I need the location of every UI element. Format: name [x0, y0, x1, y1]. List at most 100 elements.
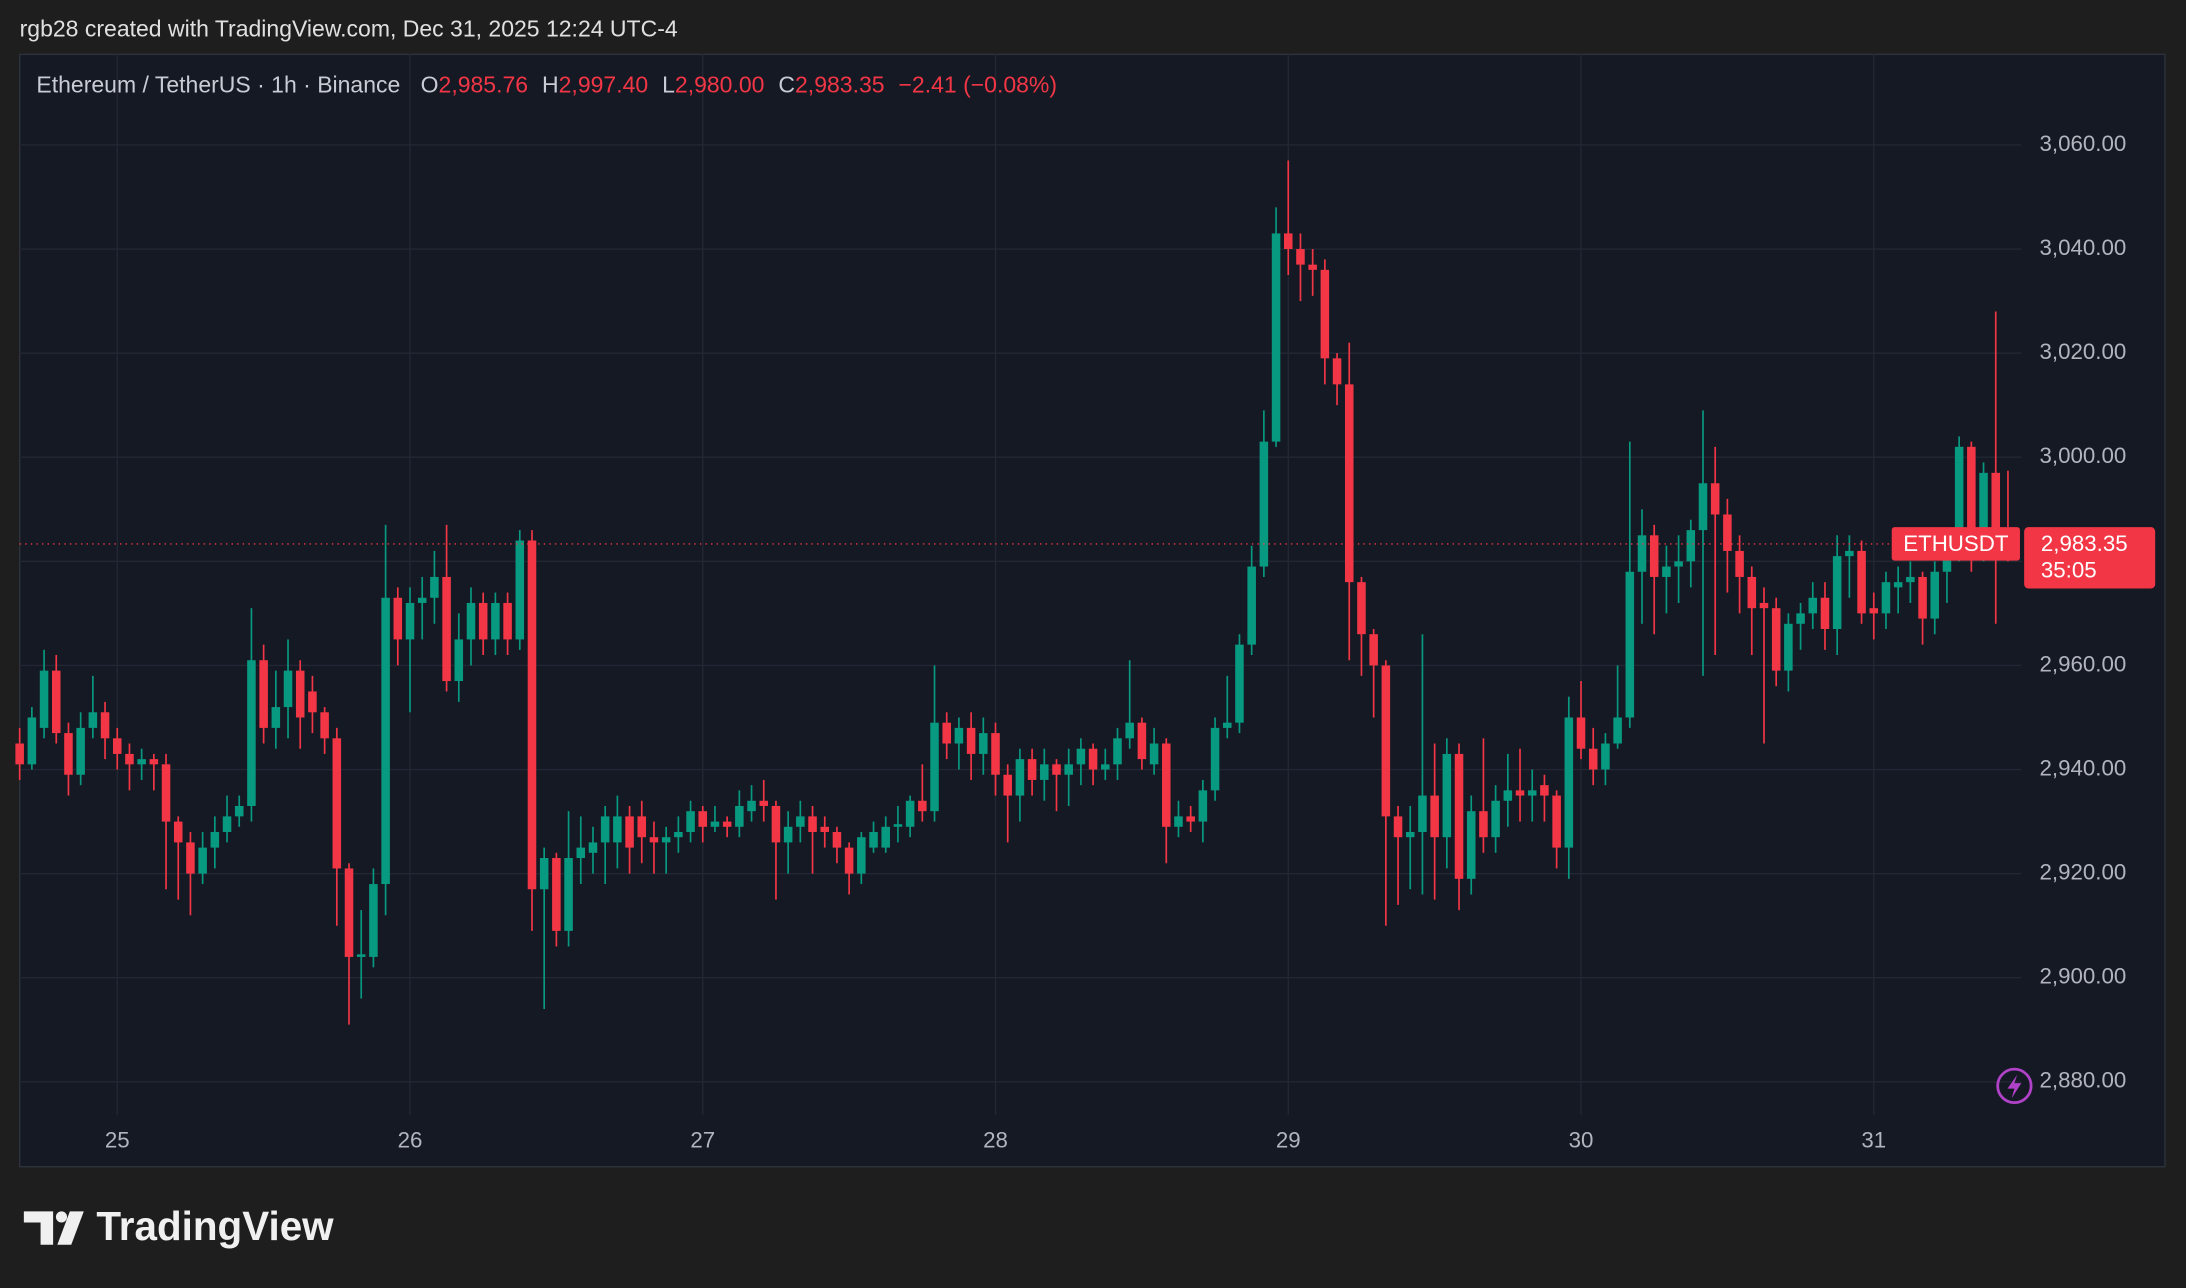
candle-body [1308, 264, 1317, 270]
candle-body [1479, 811, 1488, 838]
candle-body [1771, 608, 1781, 671]
x-tick-label: 26 [398, 1128, 423, 1153]
candle-body [137, 759, 146, 765]
candle-body [1186, 816, 1195, 822]
candle-body [430, 576, 439, 598]
candle-body [1357, 582, 1366, 635]
candle-body [1906, 576, 1915, 583]
candle-body [1540, 785, 1549, 796]
candle-body [332, 738, 342, 869]
symbol-tag-box [1891, 527, 2020, 561]
candles [15, 160, 2022, 1025]
candle-body [1466, 811, 1476, 879]
candle-body [1040, 764, 1049, 780]
candle-body [1369, 634, 1378, 666]
candle-body [210, 831, 220, 848]
y-tick-label: 2,900.00 [2039, 964, 2126, 989]
icon-ring [1996, 1067, 2033, 1104]
candle-body [1893, 582, 1903, 588]
candle-body [1101, 764, 1110, 770]
lightning-icon [1996, 1067, 2033, 1104]
candle-body [674, 831, 683, 838]
brand-logo: TradingView [23, 1203, 334, 1249]
candle-body [771, 805, 781, 843]
y-tick-label: 3,060.00 [2039, 131, 2126, 156]
candle-body [1344, 384, 1354, 583]
candle-body [1674, 561, 1683, 567]
candle-body [710, 821, 720, 827]
candle-body [1247, 566, 1256, 645]
candle-body [1149, 743, 1159, 765]
candle-body [783, 826, 793, 843]
candle-body [1588, 748, 1598, 770]
candle-body [966, 727, 976, 754]
logo-shape [57, 1211, 84, 1245]
candle-body [918, 800, 927, 812]
candle-body [1759, 602, 1769, 609]
candle-body [1503, 790, 1513, 801]
brand-name: TradingView [96, 1203, 334, 1249]
candle-body [1381, 665, 1391, 817]
candle-body [527, 540, 537, 890]
candle-body [747, 800, 756, 812]
candle-body [259, 660, 268, 728]
y-tick-label: 2,920.00 [2039, 860, 2126, 885]
candle-body [308, 691, 317, 713]
candle-body [1845, 550, 1854, 557]
candle-body [893, 824, 903, 827]
candle-body [344, 868, 354, 957]
candle-body [808, 816, 817, 832]
candle-body [1747, 576, 1757, 609]
candle-body [405, 602, 415, 640]
candle-body [1991, 472, 2001, 546]
candle-body [942, 722, 951, 744]
candle-body [759, 800, 769, 806]
candle-body [1320, 269, 1330, 359]
candle-body [51, 670, 61, 734]
candle-body [149, 759, 159, 765]
candle-body [637, 816, 647, 838]
candle-body [1723, 514, 1732, 551]
candle-body [832, 831, 842, 848]
candle-body [1076, 748, 1086, 765]
y-tick-label: 2,940.00 [2039, 755, 2126, 780]
candle-body [539, 858, 549, 890]
candle-body [1625, 571, 1635, 718]
caption: rgb28 created with TradingView.com, Dec … [20, 16, 678, 42]
candle-body [1869, 608, 1879, 614]
candle-body [722, 821, 732, 827]
candle-body [1637, 535, 1647, 572]
ohlc-label: H [542, 72, 559, 98]
candle-body [1808, 597, 1818, 614]
candle-body [979, 733, 988, 754]
candle-body [552, 858, 561, 931]
countdown: 35:05 [2041, 558, 2097, 583]
candle-body [954, 727, 964, 744]
candle-body [1601, 743, 1610, 770]
candle-body [100, 712, 110, 739]
candle-body [1418, 795, 1427, 832]
candle-body [1332, 358, 1342, 385]
candle-body [1698, 483, 1708, 531]
candle-body [271, 707, 281, 728]
candle-body [417, 597, 427, 603]
candle-body [576, 847, 586, 859]
ohlc-label: O [421, 72, 439, 98]
candle-body [1954, 446, 1964, 551]
last-price-label: 2,983.35 [2041, 531, 2128, 556]
symbol-tag: ETHUSDT [1903, 531, 2009, 556]
candle-body [1576, 717, 1586, 749]
candle-body [1857, 550, 1866, 614]
candle-body [161, 764, 171, 822]
candle-body [869, 831, 878, 848]
candle-body [1735, 550, 1744, 577]
candle-body [1405, 831, 1415, 838]
candle-body [661, 837, 671, 843]
candle-body [905, 800, 915, 827]
candle-body [1271, 233, 1281, 442]
candle-body [1296, 249, 1305, 265]
candle-body [1003, 774, 1012, 796]
candle-body [1442, 753, 1452, 838]
candle-body [125, 753, 134, 765]
candle-body [1613, 717, 1622, 744]
